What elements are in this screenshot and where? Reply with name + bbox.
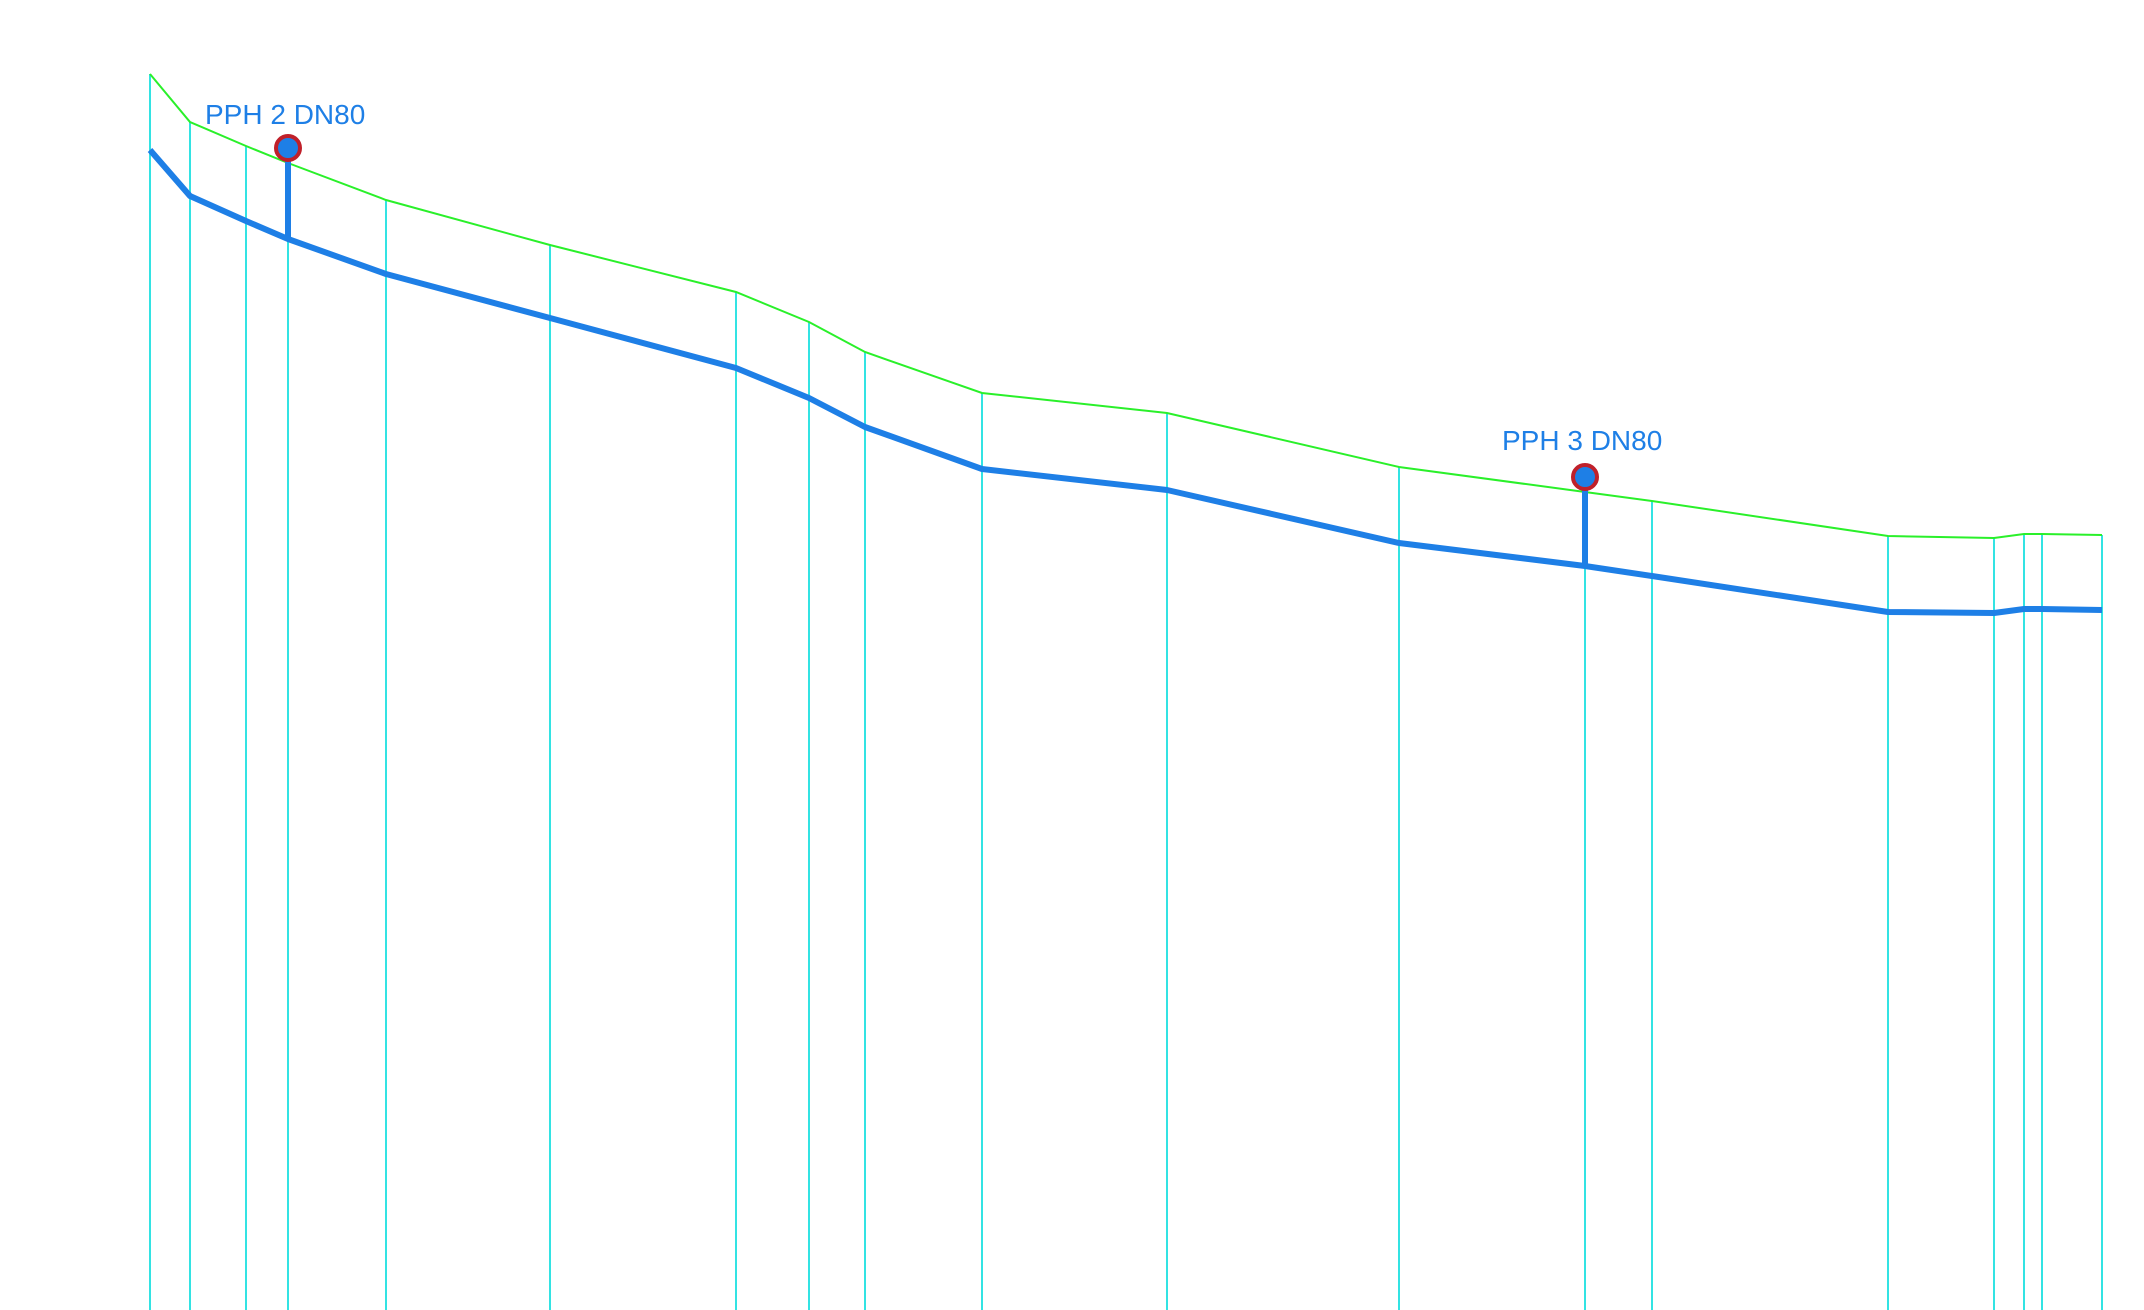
terrain-line xyxy=(149,73,2103,540)
hydrant-marker-icon xyxy=(274,134,302,162)
station-lines xyxy=(149,74,2103,1310)
hydrant-label: PPH 2 DN80 xyxy=(205,99,365,130)
hydrant-label: PPH 3 DN80 xyxy=(1502,425,1662,456)
hydrant-pph3: PPH 3 DN80 xyxy=(1502,425,1662,566)
hydrant-pph2: PPH 2 DN80 xyxy=(205,99,365,240)
pipe-line xyxy=(147,148,2103,616)
hydrant-marker-icon xyxy=(1571,463,1599,491)
